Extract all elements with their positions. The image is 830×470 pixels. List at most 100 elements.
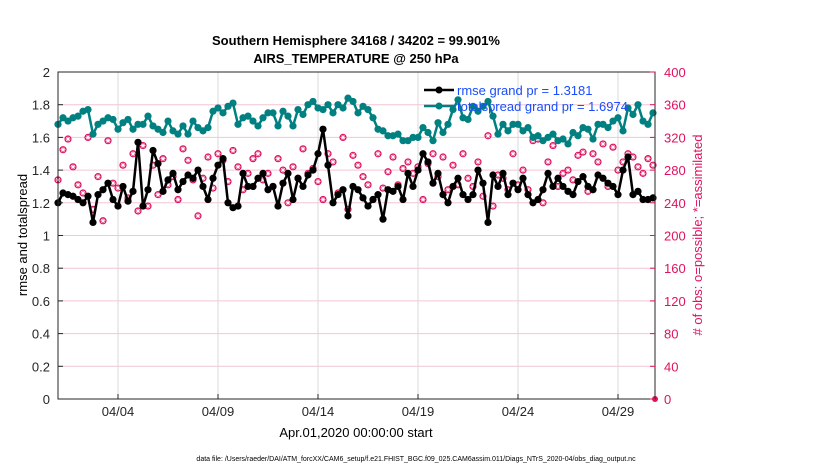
obs-assimilated-marker (575, 152, 581, 158)
totalspread-point (139, 120, 147, 128)
totalspread-point (449, 106, 457, 114)
rmse-point (179, 177, 187, 186)
totalspread-point (434, 119, 442, 127)
rmse-point (189, 174, 197, 182)
obs-point (634, 163, 642, 171)
obs-assimilated-marker (560, 170, 566, 176)
totalspread-point (299, 110, 307, 119)
rmse-point (169, 169, 177, 177)
rmse-point (304, 171, 312, 179)
y-right-tick-label: 160 (664, 261, 686, 276)
obs-assimilated-marker (480, 193, 486, 199)
rmse-point (234, 202, 242, 210)
y-right-tick-label: 80 (664, 327, 678, 342)
obs-assimilated-marker (365, 182, 371, 188)
rmse-point (259, 169, 267, 177)
obs-assimilated-marker (275, 156, 281, 162)
y-axis-right-label: # of obs: o=possible; *=assimilated (690, 135, 705, 336)
totalspread-point (604, 123, 612, 132)
totalspread-point (289, 122, 297, 130)
rmse-point (79, 199, 87, 207)
totalspread-point (189, 117, 197, 125)
totalspread-point (294, 106, 302, 114)
obs-point (144, 202, 152, 210)
rmse-point (134, 138, 142, 146)
y-axis-label: rmse and totalspread (15, 174, 30, 296)
obs-assimilated-marker (265, 170, 271, 176)
rmse-point (549, 182, 557, 191)
obs-assimilated-marker (550, 143, 556, 149)
rmse-point (324, 161, 332, 169)
obs-assimilated-marker (555, 183, 561, 189)
rmse-point (239, 169, 247, 177)
totalspread-point (624, 104, 632, 112)
rmse-point (514, 186, 522, 194)
totalspread-point (419, 123, 427, 132)
obs-assimilated-marker (90, 206, 96, 212)
legend: rmse grand pr = 1.3181 totalspread grand… (424, 83, 628, 114)
obs-assimilated-marker (445, 187, 451, 193)
obs-assimilated-marker (580, 149, 586, 155)
rmse-point (414, 166, 422, 174)
totalspread-point (534, 132, 542, 140)
totalspread-point (629, 110, 637, 119)
rmse-point (589, 186, 597, 194)
y-tick-label: 1 (43, 229, 50, 244)
obs-assimilated-marker (600, 141, 606, 147)
obs-assimilated-marker (610, 144, 616, 150)
rmse-point (109, 195, 117, 204)
rmse-point (579, 173, 587, 181)
obs-assimilated-marker (470, 183, 476, 189)
obs-assimilated-marker (540, 200, 546, 206)
obs-assimilated-marker (65, 136, 71, 142)
totalspread-point (219, 109, 227, 117)
x-tick-label: 04/24 (502, 404, 535, 419)
obs-assimilated-marker (75, 182, 81, 188)
legend-rmse-marker (435, 86, 443, 94)
rmse-point (149, 146, 157, 155)
rmse-point (339, 186, 347, 194)
rmse-point (309, 166, 317, 174)
rmse-point (254, 174, 262, 182)
obs-point (609, 143, 617, 151)
obs-point (404, 158, 412, 166)
obs-assimilated-marker (165, 182, 171, 188)
obs-assimilated-marker (545, 159, 551, 165)
totalspread-point (504, 127, 512, 135)
x-tick-label: 04/29 (602, 404, 635, 419)
obs-point (459, 150, 467, 158)
totalspread-point (309, 97, 317, 106)
obs-point (464, 174, 472, 182)
obs-point (254, 150, 262, 158)
obs-assimilated-marker (235, 164, 241, 170)
totalspread-point (424, 128, 432, 137)
rmse-point (119, 182, 127, 191)
rmse-point (499, 169, 507, 177)
y-tick-label: 2 (43, 65, 50, 80)
obs-assimilated-marker (130, 151, 136, 157)
obs-point (359, 173, 367, 181)
obs-point (229, 146, 237, 155)
obs-point (289, 163, 297, 171)
rmse-point (599, 174, 607, 182)
obs-point (74, 181, 82, 189)
totalspread-point (164, 117, 172, 125)
obs-assimilated-marker (420, 197, 426, 203)
obs-assimilated-marker (135, 208, 141, 214)
obs-point (194, 212, 202, 220)
obs-point (314, 177, 322, 186)
totalspread-point (244, 112, 252, 120)
rmse-point (374, 191, 382, 199)
obs-assimilated-marker (240, 187, 246, 193)
totalspread-point (89, 130, 97, 138)
totalspread-point (204, 123, 212, 132)
obs-assimilated-marker (95, 174, 101, 180)
totalspread-point (214, 104, 222, 112)
rmse-point (214, 161, 222, 169)
obs-point (184, 156, 192, 164)
obs-point (109, 179, 117, 187)
obs-assimilated-marker (485, 133, 491, 139)
totalspread-point (559, 135, 567, 143)
rmse-point (99, 186, 107, 194)
